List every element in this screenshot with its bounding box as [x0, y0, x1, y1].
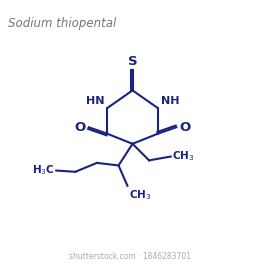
Text: O: O: [74, 121, 86, 134]
Text: NH: NH: [160, 96, 179, 106]
Text: shutterstock.com · 1846283701: shutterstock.com · 1846283701: [69, 252, 191, 261]
Text: O: O: [179, 121, 191, 134]
Text: S: S: [128, 55, 137, 68]
Text: H$_3$C: H$_3$C: [31, 164, 54, 178]
Text: Sodium thiopental: Sodium thiopental: [8, 17, 116, 30]
Text: HN: HN: [86, 96, 105, 106]
Text: CH$_3$: CH$_3$: [129, 188, 151, 202]
Text: CH$_3$: CH$_3$: [172, 150, 195, 164]
